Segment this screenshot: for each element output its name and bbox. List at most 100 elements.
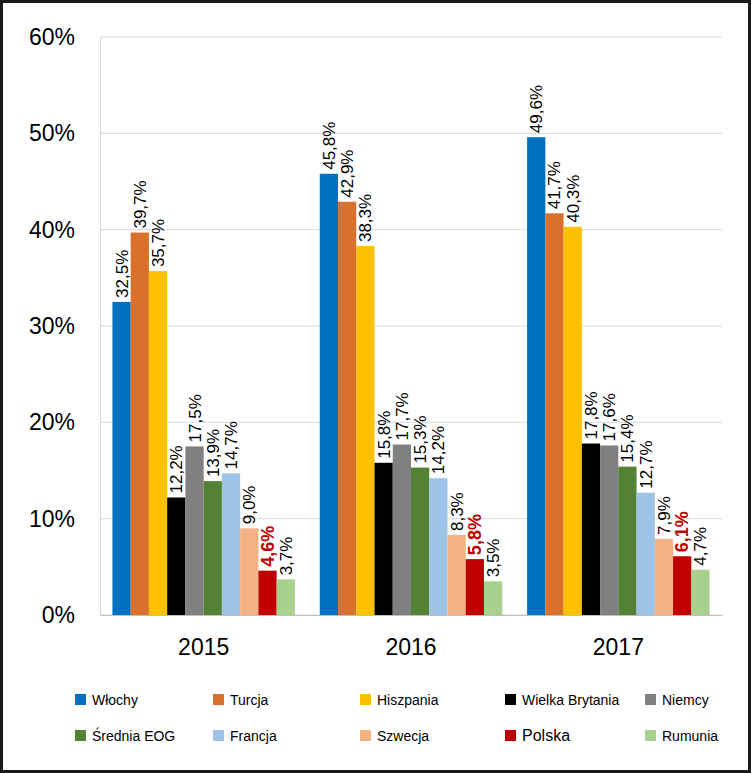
data-label: 38,3% <box>356 194 375 242</box>
chart: 0%10%20%30%40%50%60%20152016201732,5%45,… <box>0 0 751 773</box>
grid <box>100 37 722 615</box>
legend-swatch <box>645 694 656 705</box>
y-tick: 50% <box>29 120 100 146</box>
data-label: 13,9% <box>204 429 223 477</box>
bar <box>277 579 295 615</box>
bar <box>393 444 411 615</box>
bar <box>375 463 393 615</box>
data-label: 14,2% <box>429 426 448 474</box>
data-label: 8,3% <box>448 492 467 531</box>
grid-line <box>100 133 722 134</box>
bar <box>564 227 582 615</box>
bar <box>429 478 447 615</box>
legend-item: Włochy <box>75 692 138 708</box>
x-tick: 2017 <box>593 615 644 660</box>
legend-label: Włochy <box>92 692 138 708</box>
legend-item: Turcja <box>213 692 269 708</box>
legend-swatch <box>360 694 371 705</box>
legend-label: Szwecja <box>377 728 429 744</box>
y-tick: 30% <box>29 313 100 339</box>
data-label: 15,3% <box>411 415 430 463</box>
data-label: 14,7% <box>222 421 241 469</box>
data-label: 17,5% <box>186 394 205 442</box>
data-label: 42,9% <box>338 150 357 198</box>
legend-label: Wielka Brytania <box>522 692 619 708</box>
y-tick: 40% <box>29 217 100 243</box>
data-label: 9,0% <box>240 486 259 525</box>
data-label: 7,9% <box>655 496 674 535</box>
data-label: 35,7% <box>149 219 168 267</box>
data-label: 3,5% <box>484 539 503 578</box>
x-axis-line <box>101 615 723 616</box>
bar <box>167 497 185 615</box>
y-tick-label: 60% <box>29 24 75 50</box>
data-label: 17,7% <box>393 392 412 440</box>
data-label: 12,2% <box>167 445 186 493</box>
bar <box>527 137 545 615</box>
data-label: 41,7% <box>545 161 564 209</box>
bar <box>484 581 502 615</box>
bar <box>149 271 167 615</box>
y-axis-line <box>100 38 101 616</box>
legend-label: Średnia EOG <box>92 727 175 744</box>
data-label: 4,7% <box>691 527 710 566</box>
x-tick-label: 2017 <box>593 634 644 660</box>
bar <box>600 445 618 615</box>
bar <box>131 233 149 615</box>
bar <box>338 202 356 615</box>
y-tick-label: 20% <box>29 409 75 435</box>
bar <box>691 570 709 615</box>
data-labels: 32,5%45,8%49,6%39,7%42,9%41,7%35,7%38,3%… <box>113 85 711 577</box>
legend-swatch <box>360 730 371 741</box>
y-tick-label: 10% <box>29 506 75 532</box>
bar <box>112 302 130 615</box>
frame <box>2 2 750 772</box>
bars <box>112 137 709 615</box>
bar <box>466 559 484 615</box>
data-label: 40,3% <box>564 175 583 223</box>
y-tick: 60% <box>29 24 100 50</box>
legend-label: Turcja <box>230 692 269 708</box>
legend-swatch <box>213 730 224 741</box>
data-label: 12,7% <box>637 440 656 488</box>
x-tick-label: 2015 <box>178 634 229 660</box>
y-tick-label: 0% <box>42 602 75 628</box>
legend-label: Francja <box>230 728 277 744</box>
grid-line <box>100 229 722 230</box>
x-tick: 2015 <box>178 615 229 660</box>
data-label: 6,1% <box>672 511 692 552</box>
data-label: 3,7% <box>277 537 296 576</box>
bar <box>582 444 600 615</box>
legend-swatch <box>75 730 86 741</box>
bar <box>204 481 222 615</box>
y-tick-label: 40% <box>29 217 75 243</box>
y-axis: 0% 10% 20% 30% 40% 50% 60% <box>29 24 101 628</box>
legend-item: Średnia EOG <box>75 727 175 744</box>
bar <box>356 246 374 615</box>
data-label: 17,8% <box>582 391 601 439</box>
x-axis: 2015 2016 2017 <box>101 615 723 660</box>
legend-item: Francja <box>213 728 277 744</box>
legend-swatch <box>505 694 516 705</box>
grid-line <box>100 37 722 38</box>
legend-label: Rumunia <box>662 728 718 744</box>
legend-item: Polska <box>505 727 570 744</box>
legend-item: Szwecja <box>360 728 429 744</box>
y-tick: 20% <box>29 409 100 435</box>
legend-label: Polska <box>522 727 570 744</box>
legend-swatch <box>505 730 516 741</box>
y-tick-label: 50% <box>29 120 75 146</box>
bar <box>618 467 636 615</box>
data-label: 39,7% <box>131 180 150 228</box>
x-tick: 2016 <box>385 615 436 660</box>
x-tick-label: 2016 <box>385 634 436 660</box>
data-label: 4,6% <box>258 526 278 567</box>
data-label: 32,5% <box>113 250 132 298</box>
bar <box>411 468 429 615</box>
legend-item: Hiszpania <box>360 692 439 708</box>
y-tick: 0% <box>42 602 100 628</box>
bar <box>673 556 691 615</box>
y-tick: 10% <box>29 506 100 532</box>
legend-item: Niemcy <box>645 692 709 708</box>
legend-item: Rumunia <box>645 728 718 744</box>
